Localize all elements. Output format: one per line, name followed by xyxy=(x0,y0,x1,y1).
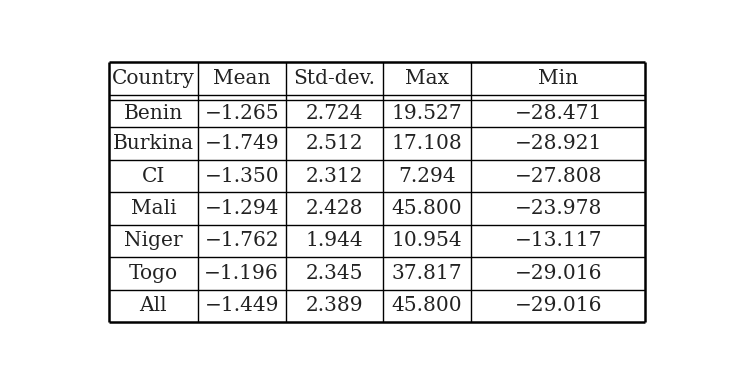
Text: 2.312: 2.312 xyxy=(305,166,363,186)
Text: 7.294: 7.294 xyxy=(398,166,456,186)
Text: −1.449: −1.449 xyxy=(205,297,279,315)
Text: 37.817: 37.817 xyxy=(392,264,462,283)
Text: −1.762: −1.762 xyxy=(205,231,279,251)
Text: −27.808: −27.808 xyxy=(514,166,602,186)
Text: 2.724: 2.724 xyxy=(305,104,363,123)
Text: All: All xyxy=(140,297,167,315)
Text: Mali: Mali xyxy=(130,199,176,218)
Text: Std-dev.: Std-dev. xyxy=(294,69,375,88)
Text: 45.800: 45.800 xyxy=(392,199,462,218)
Text: −28.471: −28.471 xyxy=(514,104,602,123)
Text: 2.428: 2.428 xyxy=(305,199,363,218)
Text: Country: Country xyxy=(112,69,195,88)
Text: Mean: Mean xyxy=(213,69,271,88)
Text: −1.350: −1.350 xyxy=(205,166,279,186)
Text: 1.944: 1.944 xyxy=(305,231,364,251)
Text: 2.389: 2.389 xyxy=(305,297,364,315)
Text: −28.921: −28.921 xyxy=(514,134,602,153)
Text: Niger: Niger xyxy=(124,231,183,251)
Text: 17.108: 17.108 xyxy=(392,134,462,153)
Text: 2.512: 2.512 xyxy=(305,134,364,153)
Text: 2.345: 2.345 xyxy=(305,264,363,283)
Text: −1.749: −1.749 xyxy=(205,134,279,153)
Text: 45.800: 45.800 xyxy=(392,297,462,315)
Text: −1.294: −1.294 xyxy=(205,199,279,218)
Text: Togo: Togo xyxy=(129,264,178,283)
Text: Min: Min xyxy=(538,69,578,88)
Text: −29.016: −29.016 xyxy=(514,264,602,283)
Text: CI: CI xyxy=(141,166,165,186)
Text: 19.527: 19.527 xyxy=(392,104,462,123)
Text: 10.954: 10.954 xyxy=(392,231,462,251)
Text: −1.265: −1.265 xyxy=(205,104,279,123)
Text: −13.117: −13.117 xyxy=(514,231,602,251)
Text: Burkina: Burkina xyxy=(113,134,194,153)
Text: Benin: Benin xyxy=(124,104,183,123)
Text: Max: Max xyxy=(405,69,449,88)
Text: −29.016: −29.016 xyxy=(514,297,602,315)
Text: −23.978: −23.978 xyxy=(514,199,602,218)
Text: −1.196: −1.196 xyxy=(205,264,279,283)
